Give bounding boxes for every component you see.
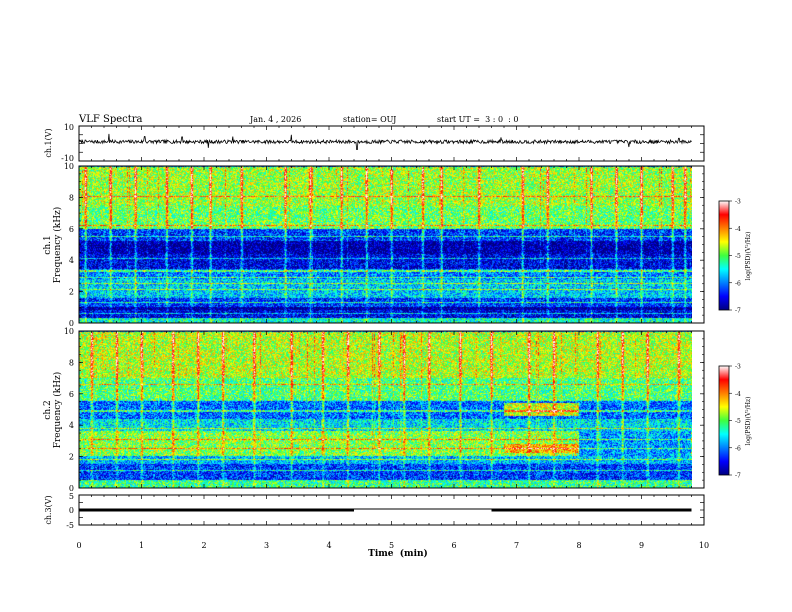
- ch1-axis-ticks: [78, 126, 705, 161]
- ch2-spectrogram-panel: 0 2 4 6 8 10 ch.2 Frequency (kHz): [43, 327, 705, 493]
- header-start-ut: start UT = 3 : 0 : 0: [437, 115, 518, 124]
- ch3-ylabel: ch.3(V): [44, 495, 53, 524]
- colorbar-tick-label: -3: [735, 364, 741, 371]
- ch1-spectrogram-ylabel-channel: ch.1: [43, 235, 53, 254]
- ch3-ytick-mid: 0: [69, 506, 74, 515]
- time-tick-label: 3: [264, 541, 269, 550]
- ch3-axis-ticks: [78, 495, 705, 525]
- colorbar-tick-label: -5: [735, 418, 741, 425]
- header-date: Jan. 4 , 2026: [249, 115, 301, 124]
- ch1-ytick-bottom: -10: [61, 154, 74, 163]
- ch1-spectrogram-heatmap: [79, 166, 692, 323]
- colorbar-tick-label: -5: [735, 253, 741, 260]
- colorbar-tick-label: -7: [735, 473, 741, 480]
- colorbar-tick-label: -6: [735, 280, 741, 287]
- ch1-waveform-panel: 10 -10 ch.1(V): [44, 123, 705, 163]
- time-tick-label: 0: [76, 541, 81, 550]
- ch1-spectrogram-axis-ticks: [78, 165, 705, 324]
- time-tick-label: 10: [699, 541, 709, 550]
- ch2-spectrogram-ylabel: Frequency (kHz): [52, 372, 63, 449]
- header-station: station= OUJ: [343, 115, 396, 124]
- frequency-tick-label: 6: [69, 225, 74, 234]
- colorbar-tick-label: -6: [735, 445, 741, 452]
- x-axis-label: Time (min): [368, 548, 428, 559]
- ch1-colorbar-label: log(PSD)(V²/Hz): [745, 232, 752, 281]
- frequency-tick-label: 6: [69, 390, 74, 399]
- time-tick-label: 1: [139, 541, 144, 550]
- ch1-waveform-trace: [79, 133, 692, 151]
- ch3-ytick-bottom: -5: [66, 521, 74, 530]
- frequency-tick-label: 4: [69, 421, 74, 430]
- figure-title: VLF Spectra: [78, 114, 143, 125]
- ch2-colorbar-tick-labels: -3 -4 -5 -6 -7: [729, 364, 741, 480]
- ch1-colorbar: -3 -4 -5 -6 -7 log(PSD)(V²/Hz): [718, 199, 752, 315]
- time-tick-label: 8: [576, 541, 581, 550]
- ch1-spectrogram-panel: 0 2 4 6 8 10 ch.1 Frequency (kHz): [43, 162, 705, 328]
- ch2-spectrogram-axis-ticks: [78, 330, 705, 489]
- frequency-tick-label: 8: [69, 358, 74, 367]
- frequency-tick-label: 8: [69, 193, 74, 202]
- time-tick-label: 2: [201, 541, 206, 550]
- ch1-colorbar-tick-labels: -3 -4 -5 -6 -7: [729, 199, 741, 315]
- ch2-spectrogram-heatmap: [79, 331, 692, 488]
- ch3-status-panel: 5 0 -5 ch.3(V): [44, 492, 705, 530]
- frequency-tick-label: 10: [64, 162, 74, 171]
- ch2-spectrogram-ylabel-channel: ch.2: [43, 400, 53, 419]
- time-tick-label: 9: [639, 541, 644, 550]
- frequency-tick-label: 2: [69, 453, 74, 462]
- time-tick-label: 4: [326, 541, 331, 550]
- time-tick-label: 5: [389, 541, 394, 550]
- frequency-tick-label: 2: [69, 288, 74, 297]
- ch2-colorbar-label: log(PSD)(V²/Hz): [745, 397, 752, 446]
- time-tick-label: 6: [451, 541, 456, 550]
- colorbar-tick-label: -7: [735, 308, 741, 315]
- ch2-colorbar: -3 -4 -5 -6 -7 log(PSD)(V²/Hz): [718, 364, 752, 480]
- frequency-tick-label: 0: [69, 484, 74, 493]
- colorbar-tick-label: -4: [735, 391, 741, 398]
- ch2-frequency-tick-labels: 0 2 4 6 8 10: [64, 327, 74, 493]
- frequency-tick-label: 10: [64, 327, 74, 336]
- time-tick-label: 7: [514, 541, 519, 550]
- ch3-ytick-top: 5: [69, 492, 74, 501]
- frequency-tick-label: 0: [69, 319, 74, 328]
- ch1-spectrogram-ylabel: Frequency (kHz): [52, 207, 63, 284]
- colorbar-tick-label: -4: [735, 226, 741, 233]
- ch1-frequency-tick-labels: 0 2 4 6 8 10: [64, 162, 74, 328]
- time-tick-labels: 0 1 2 3 4 5 6 7 8 9 10: [76, 541, 709, 550]
- colorbar-tick-label: -3: [735, 199, 741, 206]
- frequency-tick-label: 4: [69, 256, 74, 265]
- ch1-ytick-top: 10: [64, 123, 74, 132]
- ch1-ylabel: ch.1(V): [44, 128, 53, 157]
